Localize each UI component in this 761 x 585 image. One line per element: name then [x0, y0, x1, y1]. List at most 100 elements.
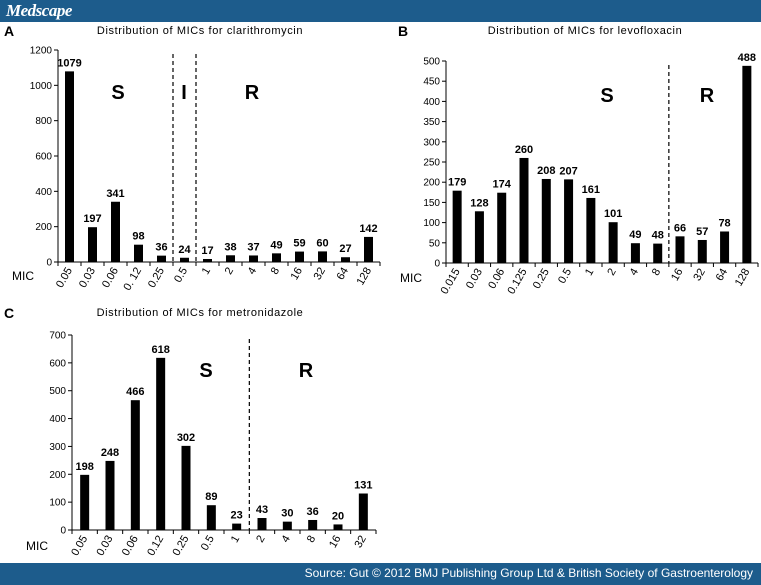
panel-b-data-label: 488	[738, 52, 756, 64]
panel-c-bar	[282, 521, 292, 530]
panel-b-category-label: 0.5	[556, 267, 574, 286]
panel-b-category-label: 0.015	[439, 267, 463, 297]
panel-c-category-label: 0.05	[69, 534, 90, 559]
panel-b-y-tick-label: 300	[423, 137, 440, 148]
panel-a-category-label: 32	[312, 266, 329, 283]
panel-b-category-label: 128	[733, 267, 753, 289]
panel-b-bar	[497, 192, 507, 263]
panel-c-category-label: 4	[279, 534, 292, 545]
panel-a-data-label: 60	[316, 237, 328, 249]
panel-b-bar	[452, 190, 462, 263]
panel-c-category-label: 0.12	[145, 534, 166, 559]
panel-b-data-label: 161	[582, 184, 600, 196]
panel-b-letter: B	[398, 23, 408, 39]
panel-b-data-label: 260	[515, 144, 533, 156]
panel-c-data-label: 302	[177, 432, 195, 444]
panel-a-data-label: 59	[293, 238, 305, 250]
panel-b-region-label: R	[700, 85, 715, 107]
panel-b-bar	[742, 65, 752, 264]
panel-b-bar	[720, 231, 730, 263]
panel-c-y-tick-label: 700	[49, 331, 66, 342]
panel-c-title: Distribution of MICs for metronidazole	[97, 307, 304, 319]
panel-c-data-label: 89	[205, 491, 217, 503]
panel-b-bar	[653, 243, 663, 263]
panel-c-bar	[181, 445, 191, 530]
panel-b-y-tick-label: 500	[423, 57, 440, 68]
panel-b-bar	[675, 236, 685, 263]
panel-c-category-label: 16	[327, 534, 344, 551]
panel-b-y-tick-label: 150	[423, 198, 440, 209]
panel-b-data-label: 179	[448, 177, 466, 189]
panel-a-bar	[272, 253, 281, 262]
panel-c-bar	[80, 474, 90, 530]
panel-a-bar	[203, 258, 212, 262]
footer-bar: Source: Gut © 2012 BMJ Publishing Group …	[0, 563, 761, 585]
panel-b-y-tick-label: 100	[423, 218, 440, 229]
panel-a-category-label: 0.5	[172, 266, 190, 285]
panel-a-data-label: 341	[106, 188, 124, 200]
panel-a-data-label: 36	[155, 242, 167, 254]
panel-a-data-label: 38	[224, 241, 236, 253]
panel-a-bar	[318, 251, 327, 262]
panel-c-x-axis-label: MIC	[26, 539, 48, 553]
panel-b-bar	[564, 179, 574, 263]
panel-b-title: Distribution of MICs for levofloxacin	[488, 25, 683, 37]
panel-a-data-label: 37	[247, 241, 259, 253]
panel-b-category-label: 4	[628, 267, 641, 278]
panel-a-data-label: 98	[132, 231, 144, 243]
panel-c-bar	[105, 460, 115, 530]
panel-b-data-label: 208	[537, 165, 555, 177]
panel-a-x-axis-label: MIC	[12, 269, 34, 283]
panel-a-bar	[341, 257, 350, 262]
panel-b-bar	[608, 222, 618, 263]
panel-c-region-label: S	[199, 360, 212, 382]
header-bar: Medscape	[0, 0, 761, 22]
panel-a-letter: A	[4, 23, 14, 39]
panel-c-data-label: 30	[281, 508, 293, 520]
panel-a-data-label: 24	[178, 244, 191, 256]
panel-c-category-label: 0.03	[94, 534, 115, 559]
panel-b-y-tick-label: 450	[423, 77, 440, 88]
panel-b-category-label: 2	[605, 267, 618, 278]
panel-a-data-label: 142	[359, 223, 377, 235]
panel-a-y-tick-label: 400	[35, 187, 52, 198]
panel-c-bar	[333, 524, 343, 530]
panel-c-bar	[308, 519, 318, 530]
panel-c-letter: C	[4, 305, 14, 321]
panel-b-bar	[586, 197, 596, 263]
panel-b-category-label: 8	[650, 267, 663, 278]
panel-c-y-tick-label: 500	[49, 386, 66, 397]
panel-a-bar	[134, 244, 143, 262]
panel-b-category-label: 0.03	[464, 267, 485, 292]
panel-a-category-label: 4	[246, 266, 259, 277]
panel-b-region-label: S	[600, 85, 613, 107]
panel-b-data-label: 128	[470, 197, 488, 209]
panel-b-bar	[697, 239, 707, 263]
panel-a-data-label: 1079	[57, 57, 81, 69]
panel-a-y-tick-label: 1200	[30, 46, 53, 57]
panel-a-data-label: 197	[83, 213, 101, 225]
panel-a-data-label: 27	[339, 243, 351, 255]
panel-a-category-label: 2	[223, 266, 236, 277]
panel-b-category-label: 0.125	[505, 267, 529, 297]
panel-a-region-label: S	[111, 82, 124, 104]
panel-b-data-label: 48	[652, 230, 664, 242]
charts-figure: A Distribution of MICs for clarithromycin…	[4, 23, 759, 559]
panel-b-data-label: 207	[559, 165, 577, 177]
panel-a-bar	[157, 255, 166, 262]
panel-c-bar	[130, 400, 140, 530]
panel-a-category-label: 1	[200, 266, 213, 277]
panel-a-y-tick-label: 1000	[30, 81, 53, 92]
panel-c-bar	[206, 505, 216, 530]
panel-b-y-tick-label: 250	[423, 158, 440, 169]
panel-b-data-label: 57	[696, 226, 708, 238]
panel-b-bar	[630, 243, 640, 263]
panel-a-region-label: I	[181, 82, 187, 104]
panel-c-y-tick-label: 0	[60, 526, 66, 537]
panel-c-data-label: 43	[256, 504, 268, 516]
brand-logo: Medscape	[6, 1, 72, 20]
panel-b-data-label: 49	[629, 229, 641, 241]
panel-a-bar	[111, 201, 120, 262]
panel-b-bar	[474, 211, 484, 263]
panel-b-category-label: 64	[714, 267, 731, 284]
